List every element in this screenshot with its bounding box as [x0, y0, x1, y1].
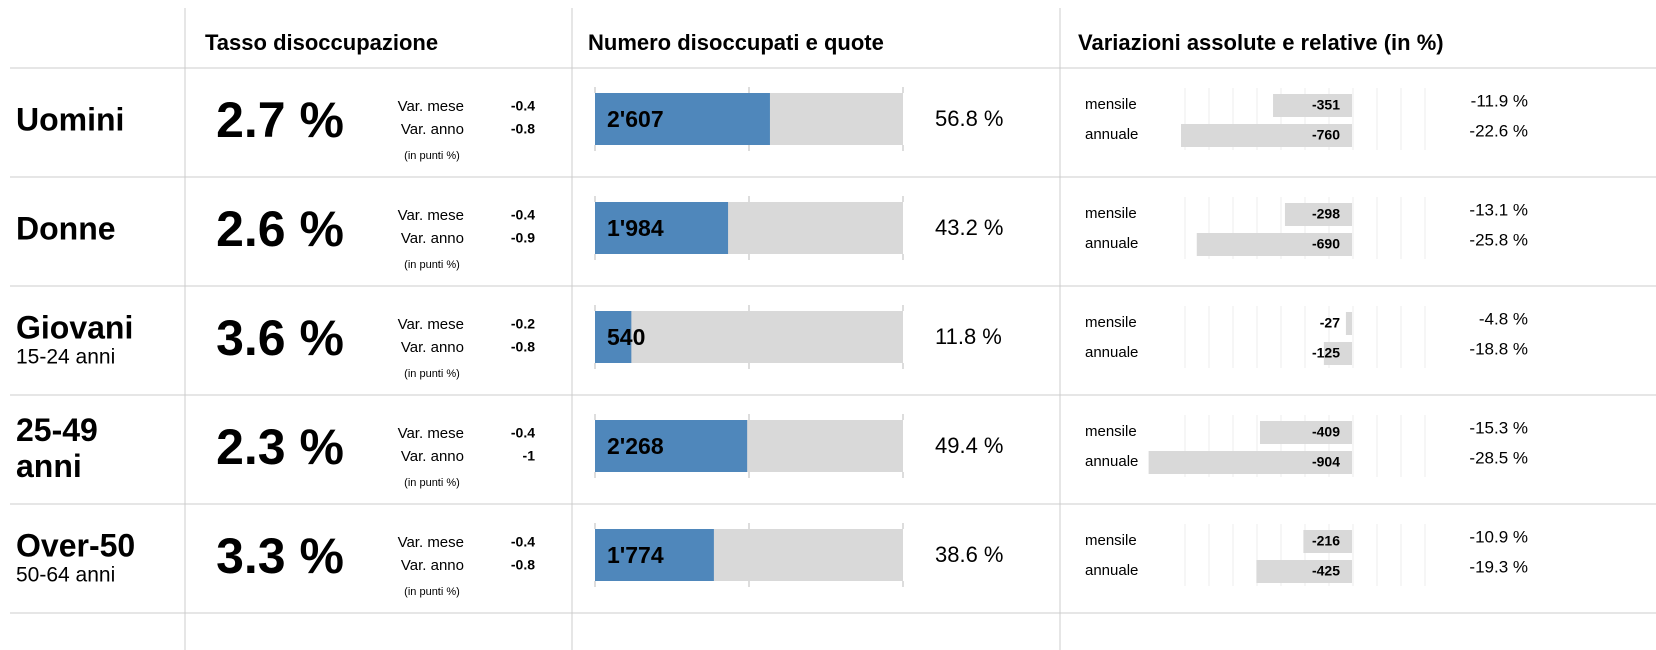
rate-var-label: Var. anno [401, 121, 464, 138]
share-label: 38.6 % [935, 542, 1004, 567]
rate-var-label: Var. mese [398, 534, 464, 551]
share-label: 11.8 % [935, 324, 1002, 349]
rate-var-label: Var. anno [401, 448, 464, 465]
share-label: 56.8 % [935, 106, 1004, 131]
abs-label: -351 [1312, 97, 1340, 113]
rate-var: -0.8 [511, 557, 535, 573]
rate-var: -1 [523, 448, 536, 464]
abs-bar [1303, 530, 1352, 553]
var-label: annuale [1085, 126, 1138, 143]
rel-label: -19.3 % [1469, 557, 1528, 576]
var-label: annuale [1085, 235, 1138, 252]
abs-label: -125 [1312, 345, 1340, 361]
var-label: mensile [1085, 96, 1137, 113]
var-label: mensile [1085, 423, 1137, 440]
share-bar [595, 311, 632, 363]
rel-label: -28.5 % [1469, 448, 1528, 467]
abs-bar [1323, 342, 1352, 365]
rate-var-label: Var. mese [398, 207, 464, 224]
rate: 3.3 % [216, 528, 344, 584]
rel-label: -4.8 % [1479, 309, 1528, 328]
share-track [595, 311, 903, 363]
abs-label: -425 [1312, 563, 1340, 579]
rate-var: -0.4 [511, 534, 535, 550]
count-label: 2'607 [607, 106, 664, 132]
var-label: annuale [1085, 344, 1138, 361]
rate-var-label: Var. anno [401, 557, 464, 574]
count-label: 2'268 [607, 433, 664, 459]
header: Numero disoccupati e quote [588, 30, 884, 55]
rate-var-label: Var. anno [401, 339, 464, 356]
count-label: 540 [607, 324, 645, 350]
rate-var: -0.4 [511, 425, 535, 441]
rel-label: -25.8 % [1469, 230, 1528, 249]
abs-label: -27 [1320, 315, 1340, 331]
rel-label: -10.9 % [1469, 527, 1528, 546]
abs-bar [1273, 94, 1352, 117]
share-label: 49.4 % [935, 433, 1004, 458]
rate-var: -0.8 [511, 121, 535, 137]
row-sublabel: 50-64 anni [16, 564, 115, 587]
rate: 2.7 % [216, 92, 344, 148]
rate-var: -0.8 [511, 339, 535, 355]
abs-label: -216 [1312, 533, 1340, 549]
rate-var: -0.4 [511, 98, 535, 114]
rate-var-label: Var. anno [401, 230, 464, 247]
rel-label: -13.1 % [1469, 200, 1528, 219]
row-label: Uomini [16, 101, 124, 137]
header: Tasso disoccupazione [205, 30, 438, 55]
rel-label: -22.6 % [1469, 121, 1528, 140]
abs-bar [1345, 312, 1352, 335]
rate-var-note: (in punti %) [404, 586, 460, 598]
count-label: 1'984 [607, 215, 664, 241]
rate-var-note: (in punti %) [404, 150, 460, 162]
abs-label: -409 [1312, 424, 1340, 440]
abs-bar [1181, 124, 1352, 147]
share-bar [595, 420, 748, 472]
rate: 3.6 % [216, 310, 344, 366]
rate-var: -0.9 [511, 230, 535, 246]
var-label: annuale [1085, 453, 1138, 470]
rate-var: -0.2 [511, 316, 535, 332]
abs-bar [1284, 203, 1352, 226]
abs-label: -298 [1312, 206, 1340, 222]
rel-label: -18.8 % [1469, 339, 1528, 358]
rate: 2.3 % [216, 419, 344, 475]
var-label: mensile [1085, 314, 1137, 331]
share-bar [595, 93, 770, 145]
rate-var: -0.4 [511, 207, 535, 223]
rate: 2.6 % [216, 201, 344, 257]
row-label: Over-50 [16, 527, 135, 563]
abs-label: -904 [1312, 454, 1340, 470]
rel-label: -15.3 % [1469, 418, 1528, 437]
row-label: 25-49 anni [16, 412, 98, 484]
rate-var-note: (in punti %) [404, 477, 460, 489]
var-label: mensile [1085, 532, 1137, 549]
abs-bar [1148, 451, 1352, 474]
rel-label: -11.9 % [1471, 91, 1528, 110]
var-label: annuale [1085, 562, 1138, 579]
rate-var-note: (in punti %) [404, 259, 460, 271]
abs-bar [1259, 421, 1352, 444]
abs-bar [1256, 560, 1352, 583]
abs-label: -760 [1312, 127, 1340, 143]
row-label: Giovani [16, 309, 133, 345]
share-label: 43.2 % [935, 215, 1004, 240]
header: Variazioni assolute e relative (in %) [1078, 30, 1444, 55]
abs-bar [1196, 233, 1352, 256]
rate-var-label: Var. mese [398, 425, 464, 442]
row-label: Donne [16, 210, 116, 246]
share-bar [595, 529, 714, 581]
count-label: 1'774 [607, 542, 664, 568]
row-sublabel: 15-24 anni [16, 346, 115, 369]
rate-var-note: (in punti %) [404, 368, 460, 380]
rate-var-label: Var. mese [398, 98, 464, 115]
var-label: mensile [1085, 205, 1137, 222]
share-bar [595, 202, 729, 254]
rate-var-label: Var. mese [398, 316, 464, 333]
abs-label: -690 [1312, 236, 1340, 252]
